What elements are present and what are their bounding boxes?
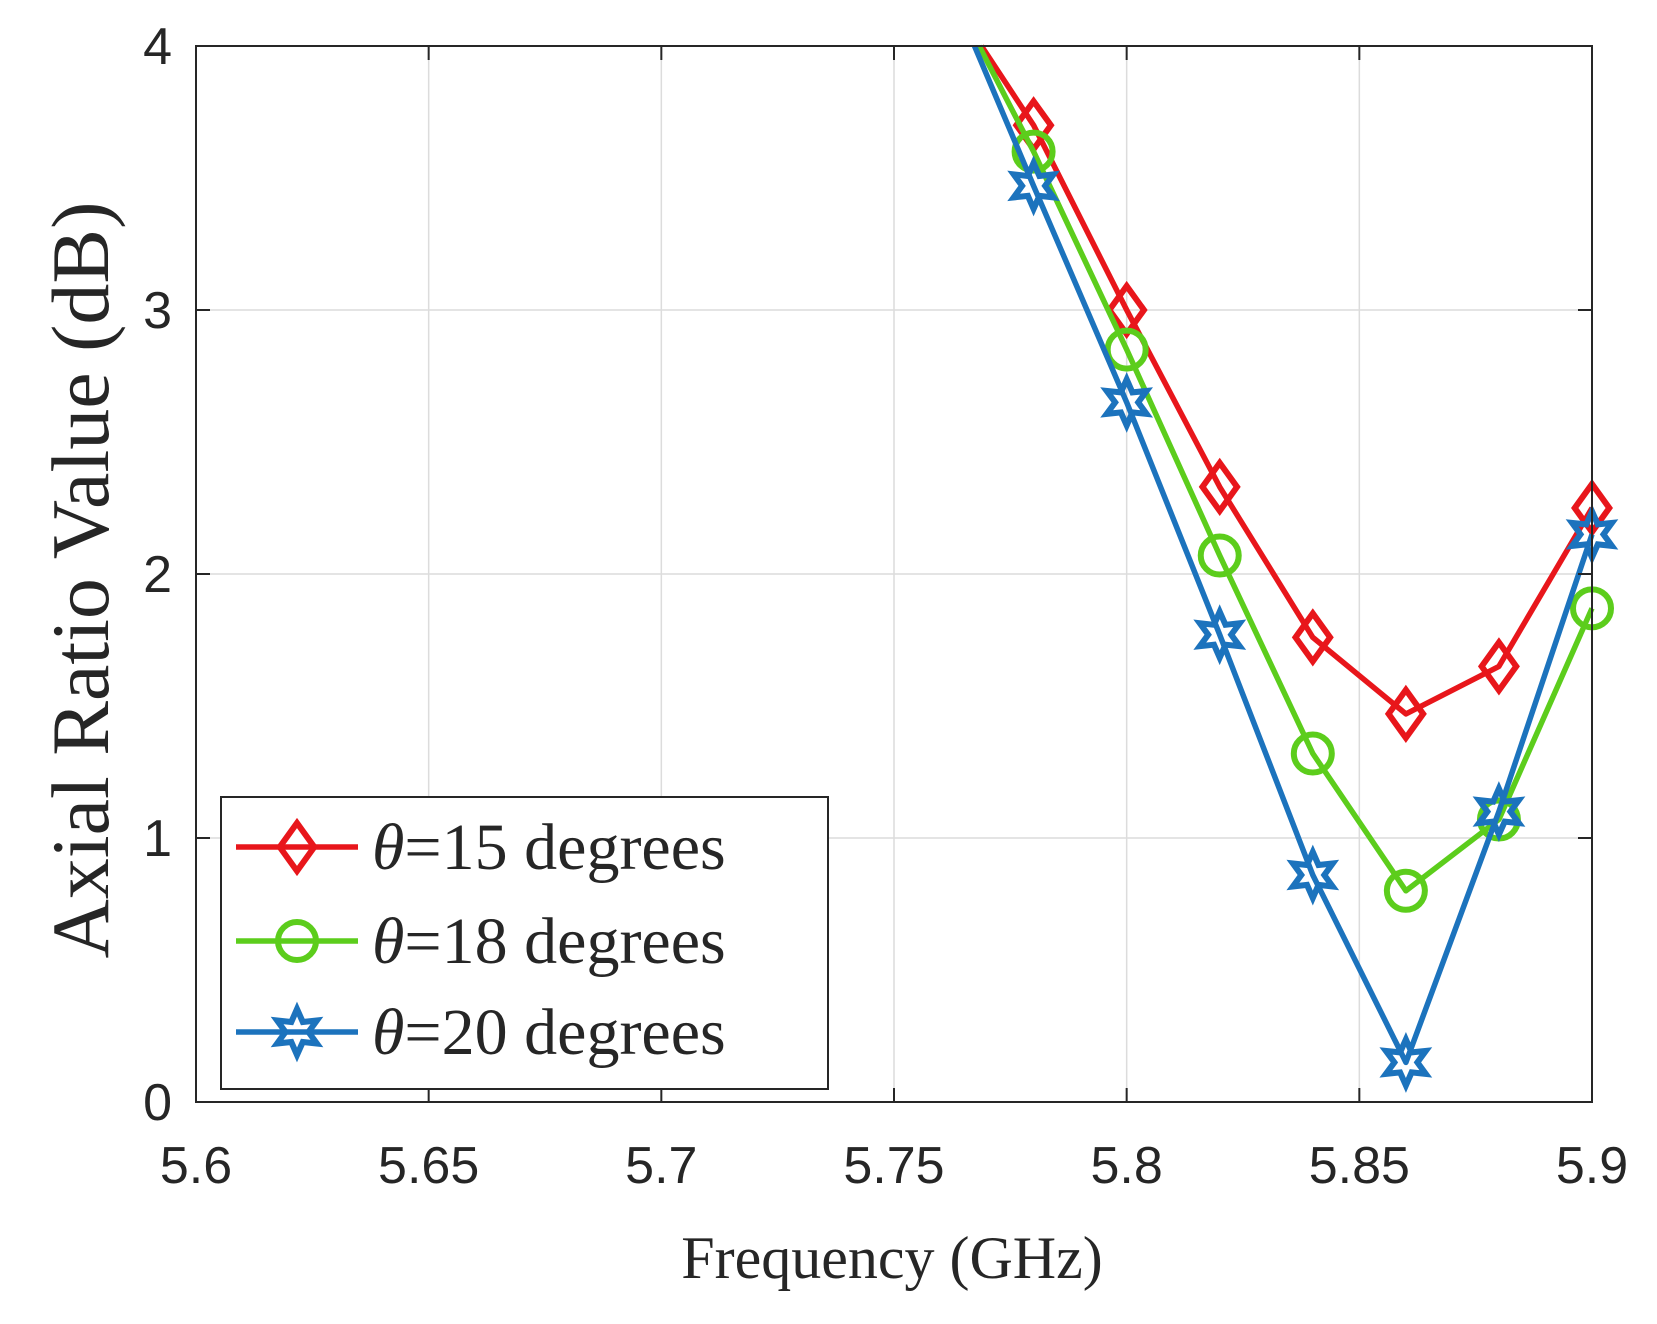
legend-marker bbox=[276, 817, 318, 877]
x-tick-label: 5.75 bbox=[843, 1137, 944, 1195]
y-tick-label: 0 bbox=[143, 1074, 172, 1132]
legend-label-text: =18 degrees bbox=[404, 905, 725, 978]
x-tick-label: 5.8 bbox=[1091, 1137, 1163, 1195]
data-point-marker bbox=[1384, 684, 1427, 744]
x-tick-label: 5.65 bbox=[378, 1137, 479, 1195]
y-tick-label: 3 bbox=[143, 282, 172, 340]
x-tick-label: 5.85 bbox=[1309, 1137, 1410, 1195]
series-3 bbox=[971, 44, 1619, 1093]
legend-theta-symbol: θ bbox=[372, 996, 404, 1069]
x-tick-label: 5.7 bbox=[625, 1137, 697, 1195]
legend-label: θ=18 degrees bbox=[372, 905, 726, 978]
series-line bbox=[971, 44, 1595, 1066]
data-point-marker bbox=[1291, 608, 1334, 667]
data-point-marker bbox=[1007, 155, 1060, 217]
y-axis-label: Axial Ratio Value (dB) bbox=[35, 202, 126, 959]
legend-marker bbox=[275, 919, 319, 963]
data-point-marker bbox=[1104, 327, 1149, 372]
data-point-marker bbox=[1011, 129, 1056, 174]
data-point-marker bbox=[1472, 781, 1526, 843]
data-point-marker bbox=[1290, 731, 1335, 776]
y-tick-label: 4 bbox=[143, 18, 172, 76]
legend-theta-symbol: θ bbox=[372, 811, 404, 884]
data-point-marker bbox=[1105, 280, 1148, 340]
legend-label: θ=20 degrees bbox=[372, 996, 726, 1069]
legend-entry: θ=15 degrees bbox=[236, 811, 726, 884]
data-point-marker bbox=[1477, 637, 1520, 696]
tick-labels: 5.6 5.65 5.7 5.75 5.8 5.85 5.9 0 1 2 3 4 bbox=[143, 18, 1628, 1195]
y-tick-label: 1 bbox=[143, 810, 172, 868]
data-point-marker bbox=[1198, 457, 1241, 517]
data-point-marker bbox=[1379, 1031, 1433, 1093]
data-point-marker bbox=[1197, 533, 1242, 578]
x-tick-label: 5.6 bbox=[160, 1137, 232, 1195]
legend-theta-symbol: θ bbox=[372, 905, 404, 978]
x-axis-label: Frequency (GHz) bbox=[681, 1225, 1103, 1291]
legend-entry: θ=18 degrees bbox=[236, 905, 726, 978]
y-tick-label: 2 bbox=[143, 546, 172, 604]
data-point-marker bbox=[1100, 371, 1154, 433]
tick-marks bbox=[195, 45, 1593, 1103]
legend-label: θ=15 degrees bbox=[372, 811, 726, 884]
legend-label-text: =15 degrees bbox=[404, 811, 725, 884]
legend-label-text: =20 degrees bbox=[404, 996, 725, 1069]
x-tick-label: 5.9 bbox=[1556, 1137, 1628, 1195]
series-layer bbox=[971, 44, 1619, 1093]
data-point-marker bbox=[1193, 604, 1247, 666]
legend-entry: θ=20 degrees bbox=[236, 996, 726, 1069]
data-point-marker bbox=[1383, 868, 1428, 913]
legend-marker bbox=[270, 1001, 324, 1063]
data-point-marker bbox=[1286, 844, 1340, 906]
